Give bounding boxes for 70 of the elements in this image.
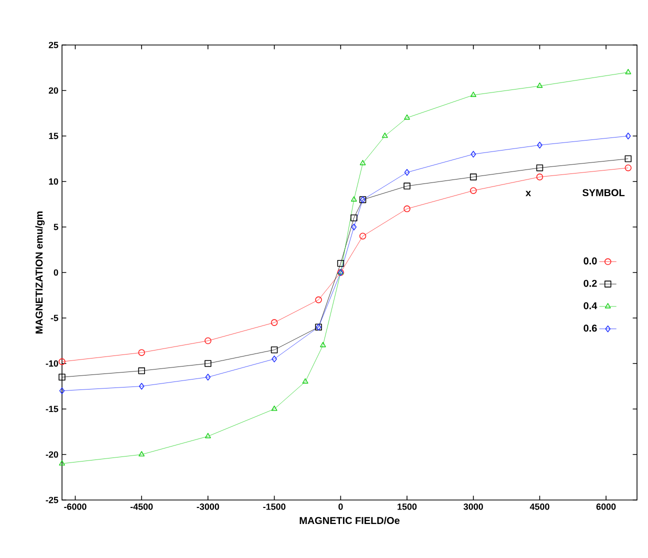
legend-label: 0.4 <box>584 302 598 310</box>
x-tick-label: 6000 <box>596 504 616 510</box>
x-tick-label: -1500 <box>263 504 286 510</box>
x-tick-label: -6000 <box>64 504 86 510</box>
point <box>59 387 65 394</box>
point <box>272 356 277 362</box>
y-tick-label: 25 <box>48 42 58 48</box>
point <box>404 169 410 176</box>
y-tick-label: -5 <box>50 314 58 322</box>
y-tick-label: -20 <box>46 451 58 458</box>
point <box>138 367 146 374</box>
point <box>351 224 357 230</box>
point <box>536 174 544 180</box>
point <box>320 342 326 348</box>
point <box>470 92 476 97</box>
point <box>536 164 544 172</box>
point <box>359 232 366 240</box>
x-tick-label: 1500 <box>398 504 417 510</box>
annotation: SYMBOL <box>582 189 625 196</box>
point <box>205 374 211 381</box>
point <box>404 114 410 120</box>
point <box>58 374 66 381</box>
legend-label: 0.2 <box>584 280 597 287</box>
point <box>404 182 410 190</box>
point <box>360 160 366 166</box>
point <box>537 142 542 148</box>
point <box>58 358 66 366</box>
point <box>59 460 65 466</box>
legend-label: 0.0 <box>584 257 597 264</box>
point <box>204 337 212 344</box>
point <box>138 382 144 390</box>
point <box>470 150 476 158</box>
point <box>382 132 388 138</box>
x-tick-label: 4500 <box>530 504 550 510</box>
legend-title: x <box>526 190 531 196</box>
y-tick-label: -10 <box>46 360 58 367</box>
point <box>315 296 322 304</box>
y-tick-label: -25 <box>46 496 58 504</box>
y-tick-label: 5 <box>54 224 58 230</box>
point <box>270 319 278 326</box>
point <box>270 346 278 354</box>
y-tick-label: 15 <box>49 132 58 140</box>
point <box>350 214 358 222</box>
point <box>204 432 211 438</box>
x-tick-label: 3000 <box>464 504 483 510</box>
y-tick-label: 0 <box>54 269 58 276</box>
legend-label: 0.6 <box>584 324 597 332</box>
point <box>404 205 410 212</box>
point <box>625 68 632 74</box>
point <box>626 132 631 140</box>
point <box>624 155 632 162</box>
point <box>204 360 212 367</box>
y-axis-title: MAGNETIZATION emu/gm <box>35 211 45 334</box>
point <box>271 406 278 411</box>
x-tick-label: -3000 <box>196 504 220 510</box>
point <box>350 196 357 202</box>
point <box>138 349 146 356</box>
y-tick-label: 10 <box>49 178 58 185</box>
x-tick-label: -4500 <box>130 504 153 510</box>
point <box>470 174 477 180</box>
x-axis-title: MAGNETIC FIELD/Oe <box>300 516 400 524</box>
point <box>470 187 477 194</box>
y-tick-label: 20 <box>48 87 58 94</box>
point <box>302 378 308 384</box>
point <box>337 260 344 267</box>
x-tick-label: 0 <box>338 504 343 510</box>
point <box>624 164 632 172</box>
y-tick-label: -15 <box>46 406 58 412</box>
point <box>536 82 543 88</box>
point <box>138 451 145 456</box>
